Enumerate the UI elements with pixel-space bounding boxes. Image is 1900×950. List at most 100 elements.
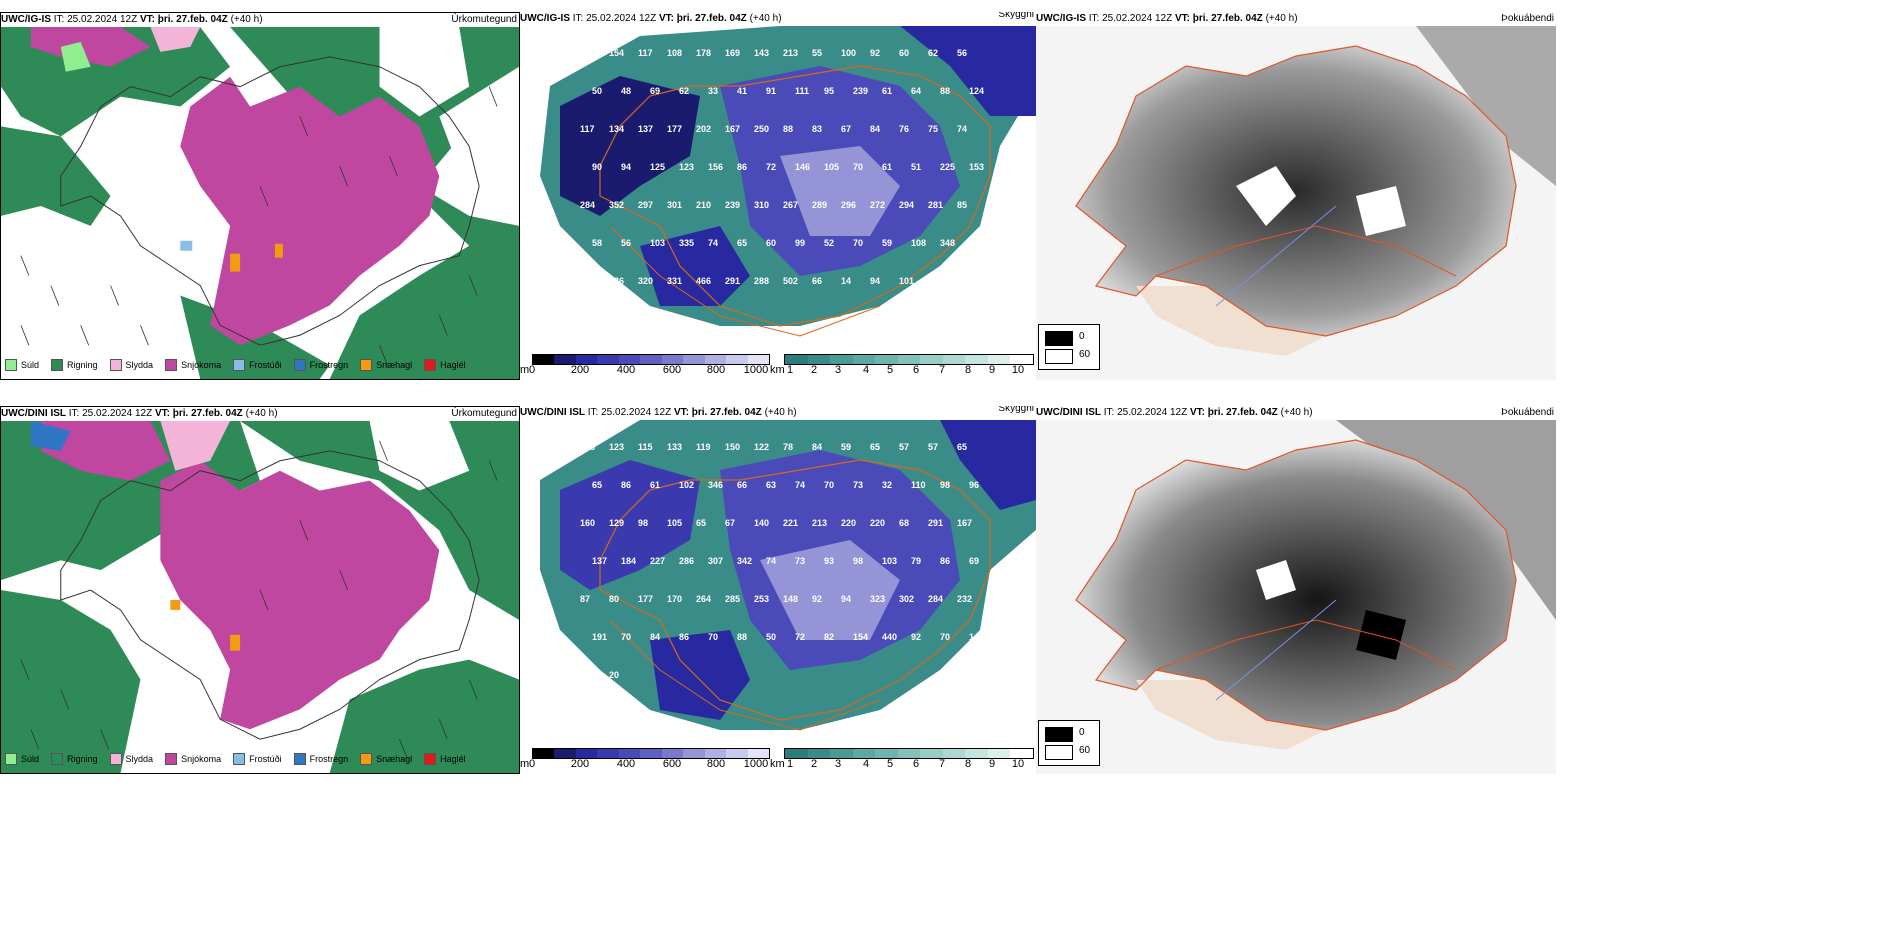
colorbar-swatch — [661, 749, 684, 758]
cloud-base-label: 65 — [696, 518, 706, 528]
precip-map[interactable] — [1, 27, 519, 379]
colorbar-swatch — [640, 749, 662, 758]
cloud-base-label: 68 — [899, 518, 909, 528]
cloud-base-label: 84 — [650, 632, 660, 642]
colorbar-swatch — [875, 355, 898, 364]
cloud-base-label: 82 — [824, 632, 834, 642]
cloud-base-label: 346 — [708, 480, 723, 490]
cloud-base-label: 95 — [824, 86, 834, 96]
clear-area — [419, 126, 519, 226]
legend-label: Snjókoma — [181, 754, 222, 764]
legend-swatch — [5, 753, 17, 765]
legend-item: Frostregn — [293, 359, 348, 371]
cloud-base-label: 213 — [812, 518, 827, 528]
cloud-base-label: 20 — [609, 670, 619, 680]
cloud-base-label: 88 — [737, 632, 747, 642]
legend-swatch — [51, 359, 64, 371]
wind-barbs — [20, 86, 498, 366]
colorbar-swatch — [942, 355, 966, 364]
road-network — [609, 225, 881, 337]
fog-legend-dark-swatch — [1045, 331, 1073, 346]
panel-title: Þokuábendi — [1501, 13, 1554, 24]
colorbar-swatch — [661, 355, 684, 364]
model-name: UWC/IG-IS — [1036, 13, 1086, 24]
colorbar-swatch — [640, 355, 662, 364]
cloud-base-label: 85 — [957, 200, 967, 210]
cloud-base-label: 288 — [754, 276, 769, 286]
visibility-panel-top: UWC/IG-IS IT: 25.02.2024 12Z VT: þri. 27… — [520, 12, 1036, 380]
legend-swatch — [109, 359, 122, 371]
fog-map[interactable] — [1036, 420, 1556, 774]
panel-title: Úrkomutegund — [451, 408, 517, 419]
cloud-base-label: 239 — [853, 86, 868, 96]
cloud-base-label: 94 — [621, 162, 631, 172]
visibility-unit: km — [770, 364, 785, 376]
cloud-base-label: 65 — [957, 442, 967, 452]
legend-swatch — [360, 359, 373, 371]
legend-label: Súld — [21, 754, 40, 764]
height-tick: 400 — [616, 364, 636, 376]
vt-value: þri. 27.feb. 04Z — [172, 408, 243, 419]
cloud-base-label: 184 — [621, 556, 636, 566]
visibility-tick: 6 — [912, 364, 920, 376]
cloud-base-label: 92 — [812, 594, 822, 604]
cloud-base-label: 177 — [667, 124, 682, 134]
colorbar-swatch — [1010, 355, 1034, 364]
precip-panel-top: UWC/IG-IS IT: 25.02.2024 12Z VT: þri. 27… — [0, 12, 520, 380]
cloud-base-label: 76 — [899, 124, 909, 134]
sleet-area — [150, 27, 201, 52]
road-network — [1155, 619, 1457, 671]
vt-value: þri. 27.feb. 04Z — [157, 14, 228, 25]
road-network — [1075, 45, 1517, 337]
visibility-tick: 8 — [964, 364, 972, 376]
cloud-base-label: 60 — [899, 48, 909, 58]
cloud-base-label: 466 — [696, 276, 711, 286]
visibility-colorbar-boxes — [784, 354, 1034, 365]
cloud-base-label: 72 — [766, 162, 776, 172]
cloud-base-area — [760, 540, 900, 640]
cloud-base-label: 79 — [911, 556, 921, 566]
cloud-base-label: 72 — [795, 632, 805, 642]
cloud-base-label: 129 — [609, 518, 624, 528]
colorbar-swatch — [726, 749, 748, 758]
cloud-base-label: 50 — [766, 632, 776, 642]
cloud-base-label: 122 — [592, 314, 607, 324]
cloud-base-label: 69 — [969, 556, 979, 566]
fog-panel-top: UWC/IG-IS IT: 25.02.2024 12Z VT: þri. 27… — [1036, 12, 1556, 380]
cloud-base-label: 140 — [969, 632, 984, 642]
legend-item: Slydda — [109, 753, 153, 765]
rain-area — [1, 126, 111, 226]
road-network — [1155, 225, 1457, 277]
snow-area — [180, 76, 440, 346]
colorbar-swatch — [987, 355, 1011, 364]
precip-map[interactable] — [1, 421, 519, 773]
cloud-base-area — [560, 460, 700, 590]
cloud-base-label: 191 — [592, 632, 607, 642]
cloud-base-label: 98 — [638, 518, 648, 528]
it-label: IT: — [587, 407, 599, 418]
legend-swatch — [233, 359, 246, 371]
cloud-base-label: 80 — [609, 594, 619, 604]
vt-value: þri. 27.feb. 04Z — [1192, 13, 1263, 24]
cloud-base-label: 103 — [650, 238, 665, 248]
clear-patch — [1356, 186, 1406, 236]
colorbar-swatch — [987, 749, 1011, 758]
height-tick: 600 — [662, 758, 682, 770]
visibility-map[interactable]: 138 123 115 133 119 150 122 78 84 59 65 57 57 65 65 86 6… — [520, 420, 1036, 746]
snow-pellet-area — [170, 599, 181, 610]
fog-legend-dark-swatch — [1045, 727, 1073, 742]
fog-map[interactable] — [1036, 26, 1556, 380]
visibility-map[interactable]: 466 154 117 108 178 169 143 213 55 100 92 60 62 56 50 4… — [520, 26, 1036, 352]
cloud-base-label: 123 — [679, 162, 694, 172]
cloud-base-label: 86 — [679, 632, 689, 642]
panel-title: Skyggni — [998, 12, 1034, 20]
colorbar-swatch — [704, 749, 727, 758]
clear-area — [379, 27, 470, 117]
colorbar-swatch — [852, 749, 876, 758]
cloud-base-label: 167 — [725, 124, 740, 134]
cloud-base-label: 74 — [766, 556, 776, 566]
it-label: IT: — [68, 408, 80, 419]
cloud-base-label: 232 — [957, 594, 972, 604]
legend-item: Snæhagl — [360, 753, 412, 765]
it-value: 25.02.2024 12Z — [1117, 407, 1188, 418]
